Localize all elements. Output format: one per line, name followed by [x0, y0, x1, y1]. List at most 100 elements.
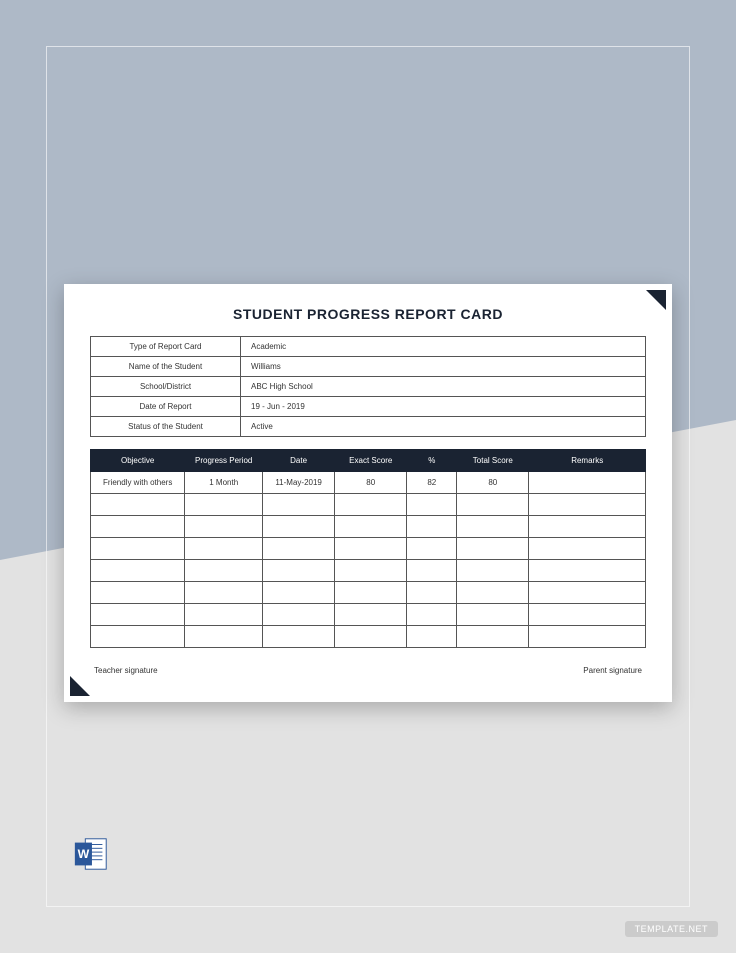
table-cell: [529, 538, 646, 560]
signature-row: Teacher signature Parent signature: [90, 666, 646, 675]
info-value: Active: [241, 417, 646, 437]
report-card-document: STUDENT PROGRESS REPORT CARD Type of Rep…: [64, 284, 672, 702]
info-label: Status of the Student: [91, 417, 241, 437]
table-row: [91, 582, 646, 604]
table-cell: [91, 560, 185, 582]
table-cell: [457, 604, 529, 626]
info-value: Academic: [241, 337, 646, 357]
table-cell: [457, 582, 529, 604]
table-cell: [91, 604, 185, 626]
column-header: %: [407, 450, 457, 472]
table-cell: [529, 494, 646, 516]
column-header: Progress Period: [185, 450, 263, 472]
table-cell: [457, 560, 529, 582]
table-cell: [457, 516, 529, 538]
table-cell: [185, 626, 263, 648]
parent-signature-label: Parent signature: [583, 666, 642, 675]
corner-decoration-bottom-left: [70, 676, 90, 696]
column-header: Date: [263, 450, 335, 472]
teacher-signature-label: Teacher signature: [94, 666, 158, 675]
info-row: Type of Report Card Academic: [91, 337, 646, 357]
table-cell: [457, 626, 529, 648]
table-header-row: Objective Progress Period Date Exact Sco…: [91, 450, 646, 472]
table-cell: 82: [407, 472, 457, 494]
table-cell: [185, 516, 263, 538]
student-info-table: Type of Report Card Academic Name of the…: [90, 336, 646, 437]
watermark-badge: TEMPLATE.NET: [625, 921, 718, 937]
table-cell: [185, 494, 263, 516]
table-cell: [407, 626, 457, 648]
table-cell: [91, 516, 185, 538]
table-cell: 1 Month: [185, 472, 263, 494]
info-row: Status of the Student Active: [91, 417, 646, 437]
table-cell: [263, 516, 335, 538]
table-cell: [335, 494, 407, 516]
table-cell: [91, 538, 185, 560]
table-cell: [185, 560, 263, 582]
table-cell: [457, 538, 529, 560]
table-cell: [407, 494, 457, 516]
table-cell: [335, 560, 407, 582]
table-cell: [185, 604, 263, 626]
table-cell: [263, 538, 335, 560]
table-cell: [529, 626, 646, 648]
table-row: [91, 626, 646, 648]
table-cell: [529, 560, 646, 582]
table-row: [91, 516, 646, 538]
table-cell: [529, 472, 646, 494]
table-cell: [335, 604, 407, 626]
table-row: [91, 560, 646, 582]
svg-text:W: W: [78, 847, 90, 861]
table-row: [91, 494, 646, 516]
info-row: Name of the Student Williams: [91, 357, 646, 377]
corner-decoration-top-right: [646, 290, 666, 310]
table-body: Friendly with others1 Month11-May-201980…: [91, 472, 646, 648]
table-cell: [335, 538, 407, 560]
word-file-icon: W: [72, 835, 110, 873]
table-cell: 80: [457, 472, 529, 494]
table-cell: [91, 494, 185, 516]
info-row: Date of Report 19 - Jun - 2019: [91, 397, 646, 417]
table-cell: [263, 604, 335, 626]
table-row: Friendly with others1 Month11-May-201980…: [91, 472, 646, 494]
table-cell: [407, 560, 457, 582]
table-cell: [185, 538, 263, 560]
table-cell: [407, 582, 457, 604]
table-cell: Friendly with others: [91, 472, 185, 494]
table-cell: [335, 626, 407, 648]
column-header: Exact Score: [335, 450, 407, 472]
info-value: 19 - Jun - 2019: [241, 397, 646, 417]
table-cell: [529, 582, 646, 604]
table-cell: [407, 516, 457, 538]
table-cell: [91, 626, 185, 648]
table-cell: [407, 604, 457, 626]
table-cell: [457, 494, 529, 516]
table-row: [91, 604, 646, 626]
info-value: ABC High School: [241, 377, 646, 397]
column-header: Remarks: [529, 450, 646, 472]
table-cell: [335, 516, 407, 538]
info-label: School/District: [91, 377, 241, 397]
table-cell: 80: [335, 472, 407, 494]
table-cell: [529, 516, 646, 538]
info-label: Date of Report: [91, 397, 241, 417]
table-cell: [263, 626, 335, 648]
table-cell: [91, 582, 185, 604]
info-label: Name of the Student: [91, 357, 241, 377]
table-cell: [263, 560, 335, 582]
progress-data-table: Objective Progress Period Date Exact Sco…: [90, 449, 646, 648]
table-cell: [263, 582, 335, 604]
info-value: Williams: [241, 357, 646, 377]
document-title: STUDENT PROGRESS REPORT CARD: [90, 306, 646, 322]
table-cell: [529, 604, 646, 626]
info-row: School/District ABC High School: [91, 377, 646, 397]
table-cell: 11-May-2019: [263, 472, 335, 494]
column-header: Objective: [91, 450, 185, 472]
column-header: Total Score: [457, 450, 529, 472]
info-label: Type of Report Card: [91, 337, 241, 357]
table-cell: [185, 582, 263, 604]
table-cell: [335, 582, 407, 604]
table-cell: [263, 494, 335, 516]
table-cell: [407, 538, 457, 560]
table-row: [91, 538, 646, 560]
